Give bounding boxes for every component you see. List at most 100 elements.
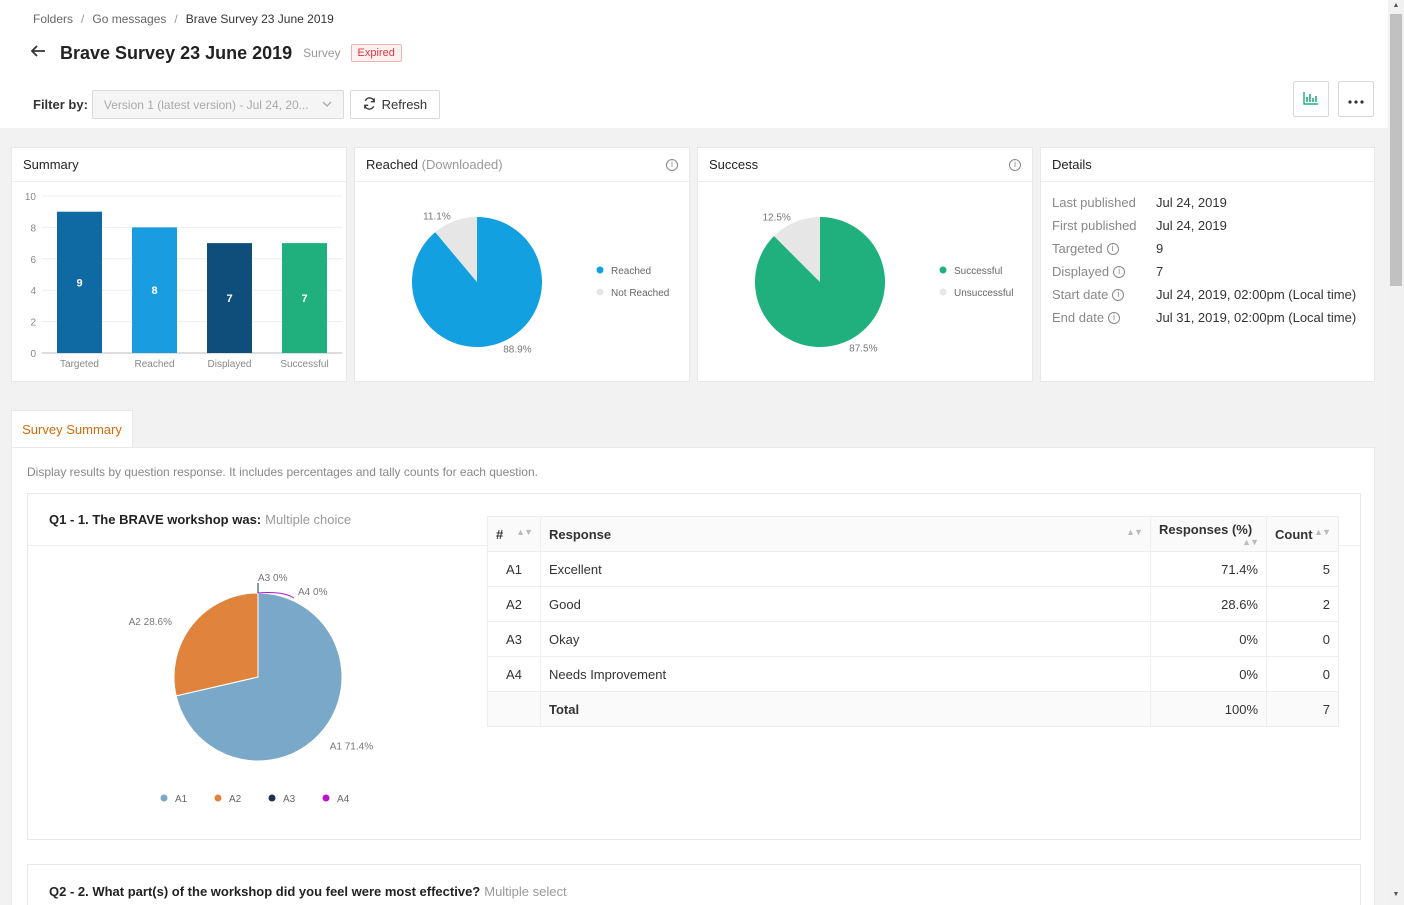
cell-count: 5: [1266, 551, 1339, 587]
x-tick-label: Reached: [134, 359, 174, 370]
filter-row: Filter by: Version 1 (latest version) - …: [33, 90, 440, 119]
card-title: Details: [1052, 157, 1092, 172]
scroll-thumb[interactable]: [1390, 14, 1402, 286]
report-button[interactable]: [1293, 81, 1329, 117]
reached-card: Reached (Downloaded) i 88.9% 11.1% Reached…: [354, 147, 690, 382]
scroll-down-icon[interactable]: ▼: [1392, 891, 1400, 898]
cell-count: 0: [1266, 656, 1339, 692]
cell-number: A4: [487, 656, 541, 692]
scroll-up-icon[interactable]: ▲: [1392, 2, 1400, 9]
version-select[interactable]: Version 1 (latest version) - Jul 24, 20.…: [91, 90, 344, 119]
y-tick-label: 10: [25, 192, 37, 203]
legend-dot: [939, 288, 947, 296]
refresh-icon: [363, 96, 376, 113]
title-row: Brave Survey 23 June 2019 Survey Expired: [30, 42, 402, 64]
table-row: A3 Okay 0% 0: [487, 621, 1339, 657]
cell-count: 2: [1266, 586, 1339, 622]
breadcrumb-separator: /: [174, 12, 178, 26]
more-options-button[interactable]: [1338, 81, 1374, 117]
column-header-count[interactable]: Count ▲▼: [1266, 516, 1339, 552]
status-badge: Expired: [350, 44, 402, 62]
details-row: Targeted i 9: [1052, 241, 1363, 256]
question-title: Q2 - 2. What part(s) of the workshop did…: [49, 883, 481, 899]
question-card-q1: Q1 - 1. The BRAVE workshop was: Multiple…: [27, 493, 1361, 840]
legend-label: Successful: [954, 266, 1002, 277]
bar-value-label: 8: [151, 285, 157, 297]
cell-percent: 0%: [1150, 656, 1267, 692]
legend-dot: [160, 794, 168, 802]
cell-percent: 100%: [1150, 691, 1267, 727]
details-list: Last published Jul 24, 2019 First publishe…: [1041, 182, 1374, 346]
message-type-label: Survey: [303, 46, 341, 60]
info-icon[interactable]: i: [1009, 158, 1021, 171]
legend-dot: [268, 794, 276, 802]
card-header: Details: [1041, 148, 1374, 182]
cell-number: A1: [487, 551, 541, 587]
details-row: Displayed i 7: [1052, 264, 1363, 279]
cell-percent: 71.4%: [1150, 551, 1267, 587]
question-card-q2: Q2 - 2. What part(s) of the workshop did…: [27, 864, 1361, 905]
question-header: Q2 - 2. What part(s) of the workshop did…: [28, 865, 1360, 905]
column-header-response[interactable]: Response ▲▼: [540, 516, 1151, 552]
details-value: Jul 24, 2019: [1156, 195, 1227, 210]
card-subtitle: (Downloaded): [421, 157, 503, 172]
details-key: Displayed i: [1052, 264, 1156, 279]
table-row: A1 Excellent 71.4% 5: [487, 551, 1339, 587]
pie-value-label: A1 71.4%: [330, 741, 373, 752]
breadcrumb-go-messages[interactable]: Go messages: [92, 12, 167, 26]
question-type: Multiple choice: [265, 512, 352, 527]
x-tick-label: Displayed: [208, 359, 252, 370]
breadcrumb-folders[interactable]: Folders: [33, 12, 74, 26]
sort-icon: ▲▼: [1314, 526, 1331, 537]
details-key: Last published: [1052, 195, 1136, 210]
table-total-row: Total 100% 7: [487, 691, 1339, 727]
question-title: Q1 - 1. The BRAVE workshop was:: [49, 512, 262, 527]
y-tick-label: 2: [30, 318, 36, 329]
cell-count: 0: [1266, 621, 1339, 657]
cell-response: Good: [540, 586, 1151, 622]
info-icon[interactable]: i: [666, 158, 678, 171]
x-tick-label: Targeted: [60, 359, 99, 370]
responses-table: # ▲▼ Response ▲▼ Responses (%) ▲▼ Count ▲▼ A…: [487, 516, 1339, 727]
pie-slice-unsuccessful: [774, 217, 820, 282]
column-header-responses-pct[interactable]: Responses (%) ▲▼: [1150, 516, 1267, 552]
bar-displayed: [207, 243, 252, 353]
refresh-button[interactable]: Refresh: [349, 90, 440, 119]
version-select-value: Version 1 (latest version) - Jul 24, 20.…: [103, 97, 309, 112]
q1-pie-chart: A1 71.4% A2 28.6% A3 0% A4 0% A1 A2 A3 A4: [129, 573, 374, 805]
summary-bar-chart: 0 2 4 6 8 10 9 Targeted 8 Reached 7 Displayed 7 Succe…: [25, 192, 342, 370]
card-header: Summary: [12, 148, 346, 182]
bar-reached: [132, 227, 177, 353]
legend-label: Unsuccessful: [954, 288, 1013, 299]
cell-number: [487, 691, 541, 727]
summary-card: Summary 0 2 4 6 8 10 9 Targeted 8 Reached 7 Display…: [11, 147, 347, 382]
legend-label: A4: [337, 794, 350, 805]
card-header: Reached (Downloaded) i: [355, 148, 689, 182]
filter-label: Filter by:: [33, 97, 88, 112]
page-title: Brave Survey 23 June 2019: [60, 42, 293, 63]
sort-icon: ▲▼: [516, 526, 533, 537]
pie-slice-not-reached: [435, 217, 477, 282]
details-value: Jul 24, 2019: [1156, 218, 1227, 233]
breadcrumb-current: Brave Survey 23 June 2019: [185, 12, 334, 26]
info-icon[interactable]: i: [1106, 242, 1119, 255]
vertical-scrollbar[interactable]: ▲ ▼: [1388, 0, 1404, 905]
y-tick-label: 0: [30, 349, 36, 360]
pie-value-label: 12.5%: [762, 212, 790, 223]
card-title: Reached: [366, 157, 419, 172]
legend-dot: [214, 794, 222, 802]
cell-response: Excellent: [540, 551, 1151, 587]
info-icon[interactable]: i: [1108, 311, 1121, 324]
info-icon[interactable]: i: [1112, 288, 1125, 301]
column-header-number[interactable]: # ▲▼: [487, 516, 541, 552]
legend-label: A2: [229, 794, 242, 805]
details-key: Targeted i: [1052, 241, 1156, 256]
details-value: Jul 31, 2019, 02:00pm (Local time): [1156, 310, 1357, 325]
back-arrow-icon[interactable]: [30, 42, 54, 64]
legend-label: Not Reached: [611, 288, 669, 299]
success-card: Success i 87.5% 12.5% Successful Unsuccessf…: [697, 147, 1033, 382]
bar-successful: [282, 243, 327, 353]
info-icon[interactable]: i: [1113, 265, 1126, 278]
tab-survey-summary[interactable]: Survey Summary: [11, 410, 133, 448]
chevron-down-icon: [322, 98, 332, 112]
